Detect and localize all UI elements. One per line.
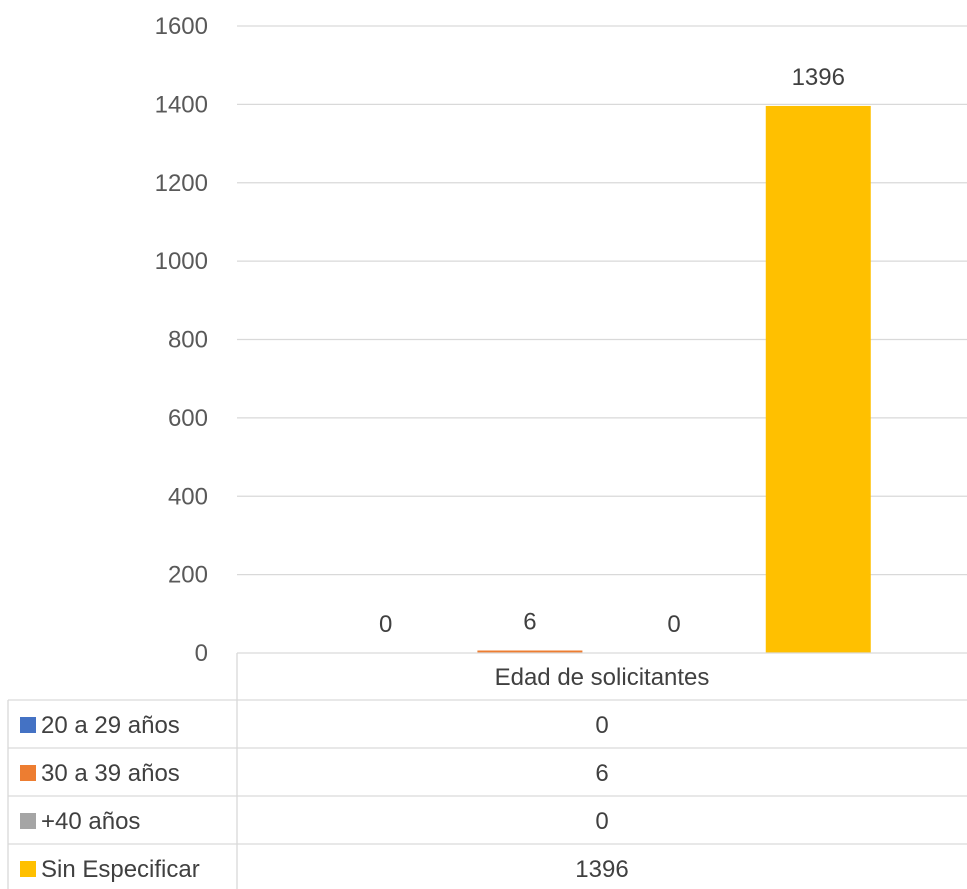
bar — [765, 105, 871, 653]
table-cell-value: 0 — [595, 808, 608, 835]
legend-key — [20, 813, 36, 829]
y-tick-label: 1600 — [155, 13, 208, 40]
legend-key — [20, 717, 36, 733]
y-tick-label: 1000 — [155, 248, 208, 275]
y-tick-label: 600 — [168, 405, 208, 432]
y-tick-label: 1400 — [155, 91, 208, 118]
data-labels: 0 6 0 1396 — [379, 64, 845, 638]
data-label: 0 — [379, 611, 392, 638]
data-label: 1396 — [792, 64, 845, 91]
table-row-label: 20 a 29 años — [41, 712, 180, 739]
table-row-label: Sin Especificar — [41, 856, 200, 883]
y-axis: 0 200 400 600 800 1000 1200 1400 1600 — [155, 13, 208, 667]
table-cell-value: 0 — [595, 712, 608, 739]
data-label: 0 — [667, 611, 680, 638]
legend-key — [20, 765, 36, 781]
y-tick-label: 0 — [195, 640, 208, 667]
y-tick-label: 800 — [168, 327, 208, 354]
gridlines — [237, 25, 967, 576]
legend-key — [20, 861, 36, 877]
table-row-label: +40 años — [41, 808, 140, 835]
table-cell-value: 6 — [595, 760, 608, 787]
y-tick-label: 200 — [168, 562, 208, 589]
bar — [477, 650, 583, 653]
data-table: Edad de solicitantes 20 a 29 años 0 30 a 39… — [7, 652, 967, 889]
data-label: 6 — [523, 609, 536, 636]
table-cell-value: 1396 — [575, 856, 628, 883]
bars — [477, 105, 871, 653]
y-tick-label: 1200 — [155, 170, 208, 197]
table-row-label: 30 a 39 años — [41, 760, 180, 787]
y-tick-label: 400 — [168, 483, 208, 510]
table-category-header: Edad de solicitantes — [495, 664, 710, 691]
